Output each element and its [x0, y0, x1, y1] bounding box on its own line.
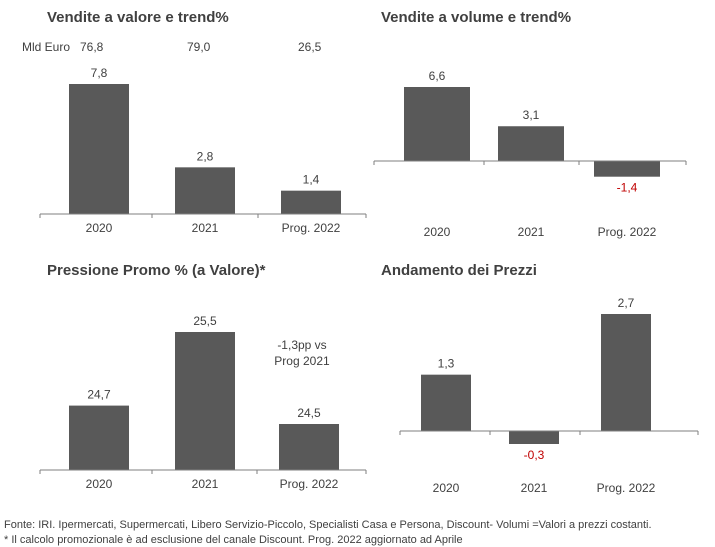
- data-label: -0,3: [524, 448, 545, 462]
- topline-value-2020: 76,8: [80, 40, 104, 54]
- data-label: 1,3: [438, 357, 455, 371]
- topline-value-2022: 26,5: [298, 40, 322, 54]
- bar-2020: [69, 84, 129, 214]
- bar-2021: [175, 167, 235, 214]
- bar-2021: [498, 126, 564, 161]
- data-label: 3,1: [523, 108, 540, 122]
- footer-note: * Il calcolo promozionale è ad esclusion…: [4, 534, 463, 546]
- category-label: 2020: [433, 481, 460, 495]
- category-label: 2020: [424, 225, 451, 239]
- topline-prefix: Mld Euro: [22, 40, 71, 54]
- bar-prog-2022: [279, 424, 339, 470]
- category-label: 2021: [518, 225, 545, 239]
- category-label: 2021: [192, 221, 219, 235]
- topline-value-2021: 79,0: [187, 40, 211, 54]
- bar-2021: [175, 332, 235, 470]
- data-label: -1,4: [617, 181, 638, 195]
- data-label: 2,7: [618, 296, 635, 310]
- category-label: 2021: [521, 481, 548, 495]
- category-label: 2021: [192, 477, 219, 491]
- data-label: 1,4: [303, 173, 320, 187]
- bar-2020: [404, 87, 470, 161]
- data-label: 24,7: [87, 388, 111, 402]
- category-label: Prog. 2022: [282, 221, 341, 235]
- footer-source: Fonte: IRI. Ipermercati, Supermercati, L…: [4, 519, 652, 531]
- chart-3-title: Pressione Promo % (a Valore)*: [47, 262, 266, 279]
- data-label: 24,5: [297, 406, 321, 420]
- promo-annotation-line-1: -1,3pp vs: [277, 338, 327, 352]
- category-label: 2020: [86, 477, 113, 491]
- promo-annotation-line-2: Prog 2021: [274, 354, 330, 368]
- category-label: Prog. 2022: [598, 225, 657, 239]
- chart-4-title: Andamento dei Prezzi: [381, 262, 537, 279]
- bar-2021: [509, 431, 559, 444]
- data-label: 2,8: [197, 149, 214, 163]
- data-label: 25,5: [193, 314, 217, 328]
- bar-prog-2022: [601, 314, 651, 431]
- bar-prog-2022: [594, 161, 660, 177]
- bar-prog-2022: [281, 190, 341, 214]
- data-label: 6,6: [429, 69, 446, 83]
- category-label: Prog. 2022: [597, 481, 656, 495]
- bar-2020: [69, 405, 129, 470]
- bar-2020: [421, 374, 471, 431]
- promo-annotation: -1,3pp vs Prog 2021: [262, 337, 342, 369]
- category-label: 2020: [86, 221, 113, 235]
- chart-1-title: Vendite a valore e trend%: [47, 9, 229, 26]
- category-label: Prog. 2022: [280, 477, 339, 491]
- chart-2-title: Vendite a volume e trend%: [381, 9, 572, 26]
- data-label: 7,8: [91, 66, 108, 80]
